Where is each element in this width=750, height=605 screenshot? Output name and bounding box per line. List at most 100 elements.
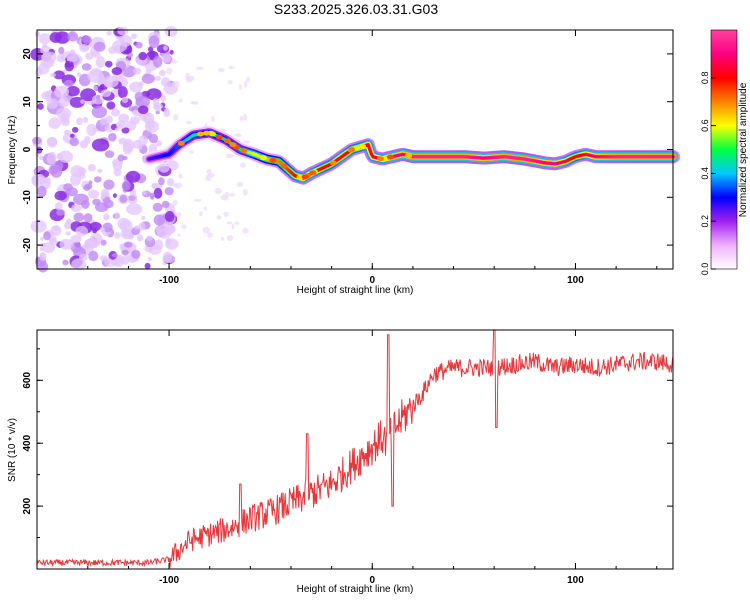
noise-blob [126, 203, 142, 215]
noise-blob [137, 234, 143, 241]
noise-blob [83, 117, 88, 123]
ridge-blob [359, 144, 366, 149]
noise-blob [94, 176, 102, 182]
noise-blob [84, 238, 97, 248]
ridge-blob [197, 132, 204, 137]
noise-blob [133, 68, 142, 75]
noise-blob [139, 52, 148, 61]
noise-blob [162, 201, 170, 208]
ridge-blob [270, 158, 277, 163]
noise-blob [232, 224, 235, 230]
noise-blob [172, 81, 180, 88]
noise-blob [145, 263, 151, 269]
noise-blob [62, 260, 68, 266]
colorbar-label: Normalized spectral amplitude [738, 82, 749, 217]
noise-blob [47, 98, 58, 109]
noise-blob [43, 231, 51, 240]
noise-blob [75, 226, 88, 237]
ridge-blob [216, 135, 223, 140]
noise-blob [94, 86, 98, 91]
noise-blob [143, 112, 154, 124]
noise-blob [165, 187, 174, 195]
noise-blob [104, 81, 113, 87]
noise-blob [82, 63, 92, 71]
y-tick-label: 0 [22, 146, 33, 152]
noise-blob [37, 103, 43, 110]
noise-blob [243, 140, 250, 143]
noise-blob [82, 36, 92, 44]
noise-blob [127, 195, 137, 204]
noise-blob [234, 222, 239, 225]
noise-blob [49, 117, 62, 129]
noise-blob [161, 95, 167, 102]
noise-blob [149, 134, 158, 144]
ridge-blob [230, 142, 237, 147]
x-tick-label: 100 [567, 575, 584, 586]
noise-blob [101, 195, 106, 199]
noise-blob [166, 68, 173, 75]
noise-blob [39, 33, 51, 44]
noise-blob [54, 86, 69, 98]
noise-blob [171, 60, 178, 64]
noise-blob [39, 252, 46, 260]
noise-blob [106, 115, 113, 124]
noise-blob [186, 121, 192, 124]
noise-blob [181, 225, 187, 230]
noise-blob [243, 114, 247, 121]
ridge-blob [330, 160, 337, 165]
spectrogram-y-axis-label: Frequency (Hz) [7, 116, 18, 185]
noise-blob [114, 232, 120, 239]
noise-blob [179, 98, 183, 102]
noise-blob [240, 163, 246, 168]
noise-blob [105, 61, 113, 68]
colorbar: 0.00.20.40.60.8 Normalized spectral ampl… [700, 30, 749, 275]
noise-blob [154, 188, 163, 199]
noise-blob [150, 193, 155, 198]
noise-blob [229, 193, 236, 196]
noise-blob [61, 118, 70, 126]
noise-blob [196, 67, 203, 70]
noise-blob [214, 188, 221, 194]
noise-blob [124, 242, 133, 248]
noise-blob [57, 54, 66, 63]
noise-blob [129, 82, 142, 93]
noise-blob [79, 173, 86, 178]
noise-blob [122, 181, 131, 191]
noise-blob [164, 108, 169, 112]
noise-blob [177, 234, 180, 237]
noise-blob [97, 169, 102, 173]
noise-blob [81, 200, 90, 209]
noise-blob [228, 80, 233, 84]
noise-blob [117, 218, 129, 230]
noise-blob [77, 72, 81, 77]
noise-blob [94, 42, 106, 52]
noise-blob [239, 84, 242, 90]
noise-blob [123, 230, 132, 238]
noise-blob [217, 215, 222, 220]
noise-blob [154, 76, 161, 81]
colorbar-tick-label: 0.2 [700, 215, 710, 228]
noise-blob [226, 154, 233, 159]
noise-blob [141, 216, 145, 220]
noise-blob [153, 56, 163, 68]
ridge-blob [348, 147, 355, 152]
noise-blob [74, 213, 85, 222]
noise-blob [47, 137, 58, 146]
noise-blob [32, 174, 46, 185]
noise-blob [131, 250, 140, 259]
noise-blob [146, 235, 152, 241]
ridge-blob [203, 131, 210, 136]
noise-blob [58, 47, 64, 54]
noise-blob [112, 67, 123, 75]
noise-blob [221, 237, 224, 241]
ridge-blob [405, 153, 412, 158]
colorbar-gradient [711, 30, 737, 269]
noise-blob [130, 116, 140, 124]
noise-blob [152, 98, 159, 106]
noise-blob [88, 251, 98, 261]
noise-blob [131, 33, 137, 39]
noise-blob [146, 88, 161, 100]
noise-blob [69, 138, 79, 147]
noise-blob [64, 222, 71, 230]
